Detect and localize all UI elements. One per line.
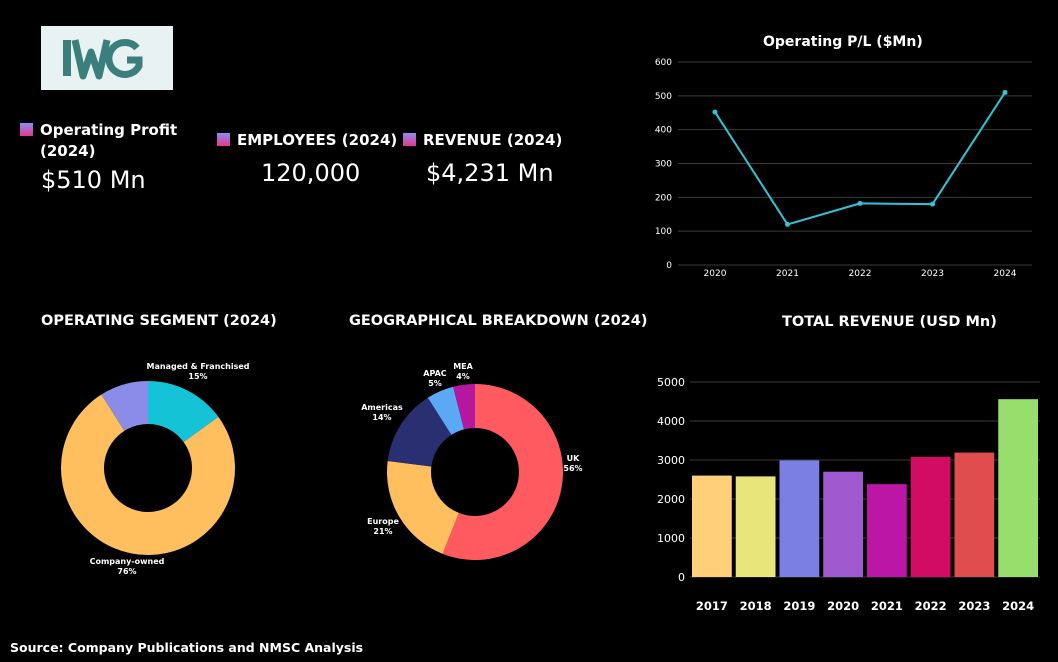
slice-percent: 15%: [188, 372, 207, 381]
y-tick-label: 600: [655, 58, 672, 68]
donut-slice: [387, 460, 459, 554]
x-tick-label: 2024: [994, 269, 1017, 279]
bar: [779, 460, 820, 577]
donut-slice: [453, 384, 475, 430]
donut-slice: [387, 397, 452, 467]
kpi-marker-icon: [20, 123, 33, 136]
company-logo: [41, 26, 173, 90]
segment-chart-title: OPERATING SEGMENT (2024): [41, 313, 277, 329]
source-note: Source: Company Publications and NMSC An…: [10, 640, 364, 655]
kpi-title: Operating Profit (2024): [40, 121, 178, 160]
kpi-marker-icon: [403, 133, 416, 146]
x-tick-label: 2021: [776, 269, 799, 279]
total-revenue-bar-chart: 0 1000 2000 3000 4000 5000 2017 2018 2019 2020 202…: [657, 376, 1040, 613]
bar: [692, 475, 732, 577]
y-tick-label: 4000: [657, 415, 685, 428]
kpi-value: $4,231 Mn: [426, 159, 554, 187]
x-tick-label: 2020: [704, 269, 727, 279]
iwg-logo-mark: [63, 38, 143, 80]
revenue-chart-title: TOTAL REVENUE (USD Mn): [782, 314, 997, 330]
donut-slice: [60, 394, 235, 555]
bar: [867, 484, 907, 577]
x-tick-label: 2022: [849, 269, 872, 279]
kpi-value: 120,000: [261, 159, 361, 187]
bar: [954, 452, 995, 577]
kpi-employees: EMPLOYEES (2024) 120,000: [217, 130, 397, 187]
kpi-operating-profit: Operating Profit (2024) $510 Mn: [20, 120, 177, 194]
donut-slice: [427, 386, 465, 435]
y-tick-label: 1000: [657, 532, 685, 545]
data-point: [1002, 89, 1008, 95]
y-tick-label: 100: [655, 227, 672, 237]
kpi-revenue: REVENUE (2024) $4,231 Mn: [403, 130, 562, 187]
slice-label: Managed & Franchised: [147, 362, 250, 371]
bar: [910, 456, 951, 577]
data-point: [785, 221, 790, 227]
operating-pl-line-chart: 0 100 200 300 400 500 600 2020 2021 2022 2023 2024: [655, 58, 1032, 279]
x-tick-label: 2017: [696, 599, 728, 613]
kpi-marker-icon: [217, 133, 230, 146]
bar: [735, 476, 776, 577]
donut-slice: [101, 381, 148, 431]
y-tick-label: 0: [666, 261, 672, 271]
slice-percent: 14%: [372, 413, 391, 422]
x-tick-label: 2022: [915, 599, 947, 613]
x-tick-label: 2021: [871, 599, 903, 613]
y-tick-label: 3000: [657, 454, 685, 467]
x-tick-label: 2023: [958, 599, 990, 613]
kpi-title: EMPLOYEES (2024): [237, 131, 398, 149]
slice-percent: 5%: [428, 379, 442, 388]
bar: [823, 471, 863, 577]
slice-label: Americas: [361, 403, 403, 412]
data-point: [930, 201, 935, 207]
slice-label: MEA: [453, 362, 473, 371]
y-tick-label: 300: [655, 160, 672, 170]
slice-label: Europe: [367, 517, 399, 526]
donut-slice: [148, 381, 219, 443]
donut-slice: [442, 384, 563, 560]
slice-label: Company-owned: [90, 557, 165, 566]
x-tick-label: 2020: [827, 599, 859, 613]
slice-percent: 4%: [456, 372, 470, 381]
x-tick-label: 2024: [1002, 599, 1034, 613]
data-point: [857, 200, 863, 206]
y-tick-label: 400: [655, 126, 672, 136]
y-tick-label: 200: [655, 193, 672, 203]
slice-label: UK: [567, 454, 580, 463]
kpi-value: $510 Mn: [41, 166, 146, 194]
geo-chart-title: GEOGRAPHICAL BREAKDOWN (2024): [349, 313, 648, 329]
slice-percent: 56%: [563, 464, 582, 473]
y-tick-label: 500: [655, 92, 672, 102]
data-point: [712, 109, 718, 115]
bar: [998, 399, 1038, 577]
y-tick-label: 2000: [657, 493, 685, 506]
slice-percent: 76%: [117, 567, 136, 576]
y-tick-label: 0: [678, 571, 685, 584]
y-tick-label: 5000: [657, 376, 685, 389]
x-tick-label: 2019: [783, 599, 815, 613]
x-tick-label: 2018: [740, 599, 772, 613]
kpi-title: REVENUE (2024): [423, 131, 563, 149]
line-chart-title: Operating P/L ($Mn): [763, 34, 923, 50]
slice-percent: 21%: [373, 527, 392, 536]
slice-label: APAC: [423, 369, 447, 378]
x-tick-label: 2023: [921, 269, 944, 279]
